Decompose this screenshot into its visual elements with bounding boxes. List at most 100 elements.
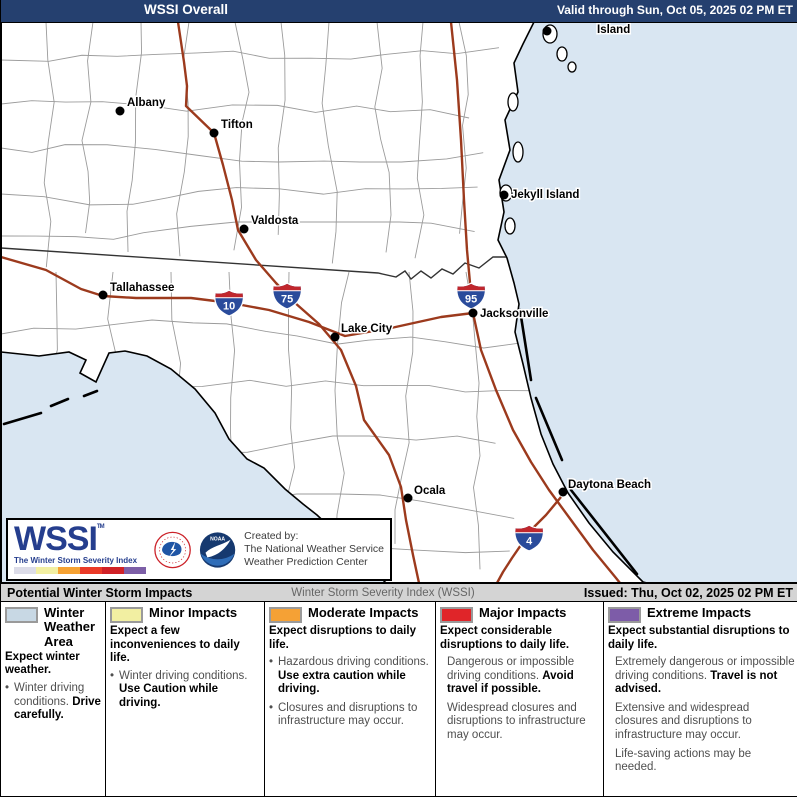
- barrier-island: [569, 488, 639, 576]
- status-bar: Potential Winter Storm Impacts Winter St…: [1, 583, 797, 602]
- legend-intro: Expect considerable disruptions to daily…: [440, 625, 570, 651]
- city-albany: Albany: [115, 96, 167, 116]
- county-border: [277, 21, 286, 235]
- city-dot: [558, 487, 568, 497]
- legend-detail: Widespread closures and disruptions to i…: [447, 701, 586, 741]
- city-dot: [209, 128, 219, 138]
- colorbar-segment: [14, 566, 36, 574]
- city-label: Island: [597, 24, 630, 36]
- legend-title: Moderate Impacts: [308, 605, 419, 620]
- wssi-severity-colorbar: [14, 566, 146, 574]
- header-bar: WSSI Overall Valid through Sun, Oct 05, …: [1, 0, 797, 22]
- city-jacksonville: Jacksonville: [468, 307, 550, 322]
- legend-swatch: [608, 607, 641, 623]
- shield-crest: [515, 525, 543, 533]
- county-border: [414, 21, 425, 259]
- city-dot: [330, 332, 340, 342]
- county-border: [1, 319, 526, 349]
- noaa-logo-icon: NOAA: [199, 531, 236, 568]
- city-dot: [403, 493, 413, 503]
- svg-text:NOAA: NOAA: [210, 536, 225, 542]
- legend-title: Minor Impacts: [149, 605, 238, 620]
- city-label: Albany: [127, 97, 166, 109]
- county-border: [374, 21, 392, 253]
- cities-layer: Albany Tifton Valdosta Island Jekyll Island T…: [98, 23, 653, 503]
- city-daytona-beach: Daytona Beach: [558, 478, 653, 497]
- legend-intro: Expect substantial disruptions to daily …: [608, 625, 790, 651]
- county-border: [233, 21, 250, 251]
- colorbar-segment: [101, 566, 124, 574]
- legend-detail: • Winter driving conditions. Use Caution …: [110, 669, 248, 709]
- city-island: Island: [542, 23, 632, 38]
- island: [507, 92, 519, 112]
- colorbar-segment: [35, 566, 58, 574]
- wssi-logo-subtitle: The Winter Storm Severity Index: [14, 555, 138, 565]
- city-dot: [239, 224, 249, 234]
- legend-column-winter-weather-area: Winter Weather Area Expect winter weather…: [1, 602, 106, 796]
- shield-crest: [273, 283, 301, 291]
- county-border: [1, 186, 478, 206]
- island: [512, 141, 524, 163]
- trademark-symbol: TM: [96, 524, 105, 531]
- legend-detail: • Closures and disruptions to infrastruct…: [269, 701, 418, 728]
- legend-swatch: [5, 607, 38, 623]
- interstate-shield-10: 10: [214, 289, 245, 317]
- legend-column-moderate-impacts: Moderate Impacts Expect disruptions to da…: [265, 602, 436, 796]
- legend-swatch: [110, 607, 143, 623]
- legend-column-minor-impacts: Minor Impacts Expect a few inconveniences…: [106, 602, 265, 796]
- city-ocala: Ocala: [403, 484, 447, 503]
- legend-title: Major Impacts: [479, 605, 567, 620]
- nws-logo-icon: [154, 531, 191, 568]
- city-tifton: Tifton: [209, 118, 254, 138]
- valid-through-text: Valid through Sun, Oct 05, 2025 02 PM ET: [556, 3, 793, 17]
- interstate-shield-4: 4: [514, 524, 545, 552]
- city-label: Lake City: [341, 323, 393, 335]
- barrier-island: [2, 411, 43, 426]
- county-border: [1, 144, 484, 163]
- legend-title: Winter Weather Area: [44, 605, 96, 649]
- island: [504, 217, 516, 235]
- legend-swatch: [440, 607, 473, 623]
- city-label: Tallahassee: [110, 282, 174, 294]
- legend-detail: • Hazardous driving conditions. Use extra…: [269, 656, 429, 696]
- barrier-island: [49, 397, 70, 408]
- city-label: Valdosta: [251, 215, 299, 227]
- interstate-shield-75: 75: [272, 282, 303, 310]
- city-valdosta: Valdosta: [239, 214, 300, 234]
- city-dot: [468, 308, 478, 318]
- coastal-islands-layer: [2, 24, 639, 576]
- legend-title: Extreme Impacts: [647, 605, 752, 620]
- legend-intro: Expect disruptions to daily life.: [269, 625, 416, 651]
- legend-detail: Dangerous or impossible driving conditio…: [447, 656, 575, 696]
- island: [567, 61, 577, 73]
- county-border: [458, 21, 469, 234]
- city-label: Daytona Beach: [568, 479, 651, 491]
- status-bar-center-label: Winter Storm Severity Index (WSSI): [291, 587, 475, 599]
- county-border: [43, 21, 55, 268]
- shield-divider: [515, 532, 543, 534]
- shield-number: 10: [223, 301, 235, 313]
- shield-crest: [457, 283, 485, 291]
- road-i95: [449, 21, 621, 584]
- state-border: [1, 247, 506, 280]
- island: [556, 46, 568, 62]
- shield-number: 95: [465, 294, 477, 306]
- city-label: Jacksonville: [480, 308, 548, 320]
- county-border: [321, 21, 338, 264]
- colorbar-segment: [79, 566, 102, 574]
- legend-column-extreme-impacts: Extreme Impacts Expect substantial disrup…: [604, 602, 797, 796]
- legend-detail: Extensive and widespread closures and di…: [615, 701, 752, 741]
- legend-intro: Expect winter weather.: [5, 650, 80, 677]
- city-label: Jekyll Island: [511, 189, 579, 201]
- barrier-island: [82, 389, 99, 398]
- shield-divider: [273, 290, 301, 292]
- shield-crest: [215, 290, 243, 298]
- county-border: [1, 100, 470, 119]
- page-title: WSSI Overall: [143, 2, 229, 17]
- barrier-island: [518, 308, 533, 382]
- created-by-text: Created by: The National Weather Service…: [244, 529, 384, 569]
- issued-text: Issued: Thu, Oct 02, 2025 02 PM ET: [583, 586, 793, 600]
- legend-detail: Extremely dangerous or impossible drivin…: [615, 656, 795, 696]
